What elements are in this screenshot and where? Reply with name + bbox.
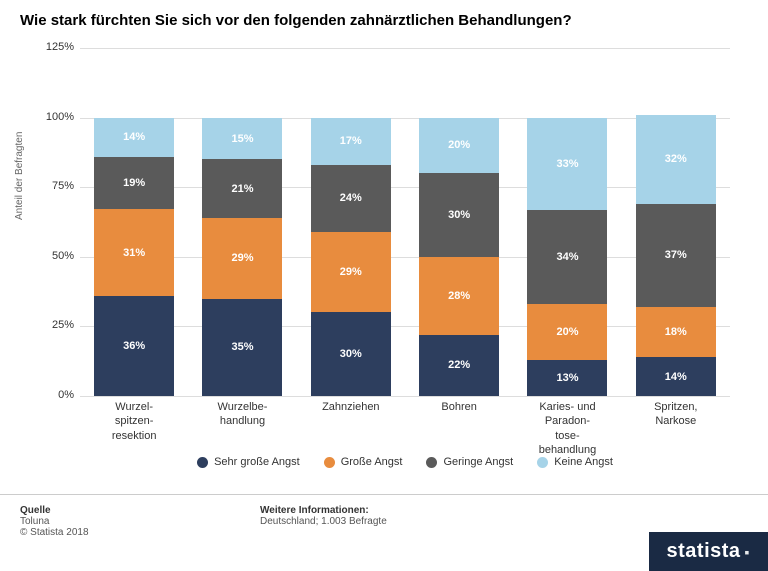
bar-segment: 24%: [311, 165, 391, 232]
legend-swatch: [537, 457, 548, 468]
legend-swatch: [197, 457, 208, 468]
legend-label: Keine Angst: [554, 456, 613, 468]
source-value: Toluna: [20, 516, 89, 527]
x-tick-label: Karies- undParadon-tose-behandlung: [522, 400, 612, 457]
bar: 35%29%21%15%: [202, 118, 282, 396]
bar-segment: 32%: [636, 115, 716, 204]
legend-label: Geringe Angst: [443, 456, 513, 468]
bar-segment: 21%: [202, 159, 282, 217]
y-tick-label: 75%: [38, 180, 74, 192]
bar: 36%31%19%14%: [94, 118, 174, 396]
bar-segment: 36%: [94, 296, 174, 396]
bar-segment: 18%: [636, 307, 716, 357]
bar-segment: 37%: [636, 204, 716, 307]
logo-text: statista: [667, 540, 741, 563]
logo-wave-icon: ▪: [745, 544, 750, 560]
legend-item: Sehr große Angst: [197, 456, 300, 468]
legend-item: Große Angst: [324, 456, 403, 468]
bar-segment: 28%: [419, 257, 499, 335]
info-block: Weitere Informationen: Deutschland; 1.00…: [260, 505, 387, 527]
bar: 14%18%37%32%: [636, 115, 716, 396]
bar-segment: 14%: [636, 357, 716, 396]
y-axis-label: Anteil der Befragten: [14, 132, 25, 220]
chart-title: Wie stark fürchten Sie sich vor den folg…: [20, 12, 572, 29]
plot-area: 0%25%50%75%100%125%36%31%19%14%35%29%21%…: [80, 48, 730, 396]
y-tick-label: 100%: [38, 111, 74, 123]
bar-segment: 14%: [94, 118, 174, 157]
bar: 13%20%34%33%: [527, 118, 607, 396]
bar-segment: 29%: [311, 232, 391, 313]
bar-segment: 33%: [527, 118, 607, 210]
legend-swatch: [324, 457, 335, 468]
x-tick-label: Spritzen,Narkose: [631, 400, 721, 457]
statista-logo: statista▪: [649, 532, 768, 571]
bars-group: 36%31%19%14%35%29%21%15%30%29%24%17%22%2…: [80, 48, 730, 396]
legend-label: Sehr große Angst: [214, 456, 300, 468]
copyright: © Statista 2018: [20, 527, 89, 538]
legend-item: Keine Angst: [537, 456, 613, 468]
bar-segment: 31%: [94, 209, 174, 295]
bar-segment: 13%: [527, 360, 607, 396]
legend-item: Geringe Angst: [426, 456, 513, 468]
x-tick-label: Wurzelbe-handlung: [197, 400, 287, 457]
bar-segment: 15%: [202, 118, 282, 160]
x-tick-label: Zahnziehen: [306, 400, 396, 457]
bar-segment: 30%: [311, 312, 391, 396]
legend-label: Große Angst: [341, 456, 403, 468]
legend: Sehr große Angst Große Angst Geringe Angst…: [80, 456, 730, 468]
y-tick-label: 0%: [38, 389, 74, 401]
bar-segment: 22%: [419, 335, 499, 396]
bar-segment: 19%: [94, 157, 174, 210]
source-block: Quelle Toluna © Statista 2018: [20, 505, 89, 538]
info-label: Weitere Informationen:: [260, 505, 387, 516]
chart-container: Wie stark fürchten Sie sich vor den folg…: [0, 0, 768, 571]
x-axis-labels: Wurzel-spitzen-resektion Wurzelbe-handlun…: [80, 400, 730, 457]
x-tick-label: Wurzel-spitzen-resektion: [89, 400, 179, 457]
legend-swatch: [426, 457, 437, 468]
source-label: Quelle: [20, 505, 89, 516]
bar-segment: 35%: [202, 299, 282, 396]
bar-segment: 30%: [419, 173, 499, 257]
bar: 30%29%24%17%: [311, 118, 391, 396]
bar-segment: 20%: [419, 118, 499, 174]
x-tick-label: Bohren: [414, 400, 504, 457]
bar-segment: 20%: [527, 304, 607, 360]
footer: Quelle Toluna © Statista 2018 Weitere In…: [0, 494, 768, 571]
bar-segment: 34%: [527, 210, 607, 305]
bar-segment: 17%: [311, 118, 391, 165]
bar-segment: 29%: [202, 218, 282, 299]
info-value: Deutschland; 1.003 Befragte: [260, 516, 387, 527]
y-tick-label: 125%: [38, 41, 74, 53]
y-tick-label: 25%: [38, 319, 74, 331]
bar: 22%28%30%20%: [419, 118, 499, 396]
y-tick-label: 50%: [38, 250, 74, 262]
gridline: [80, 396, 730, 397]
